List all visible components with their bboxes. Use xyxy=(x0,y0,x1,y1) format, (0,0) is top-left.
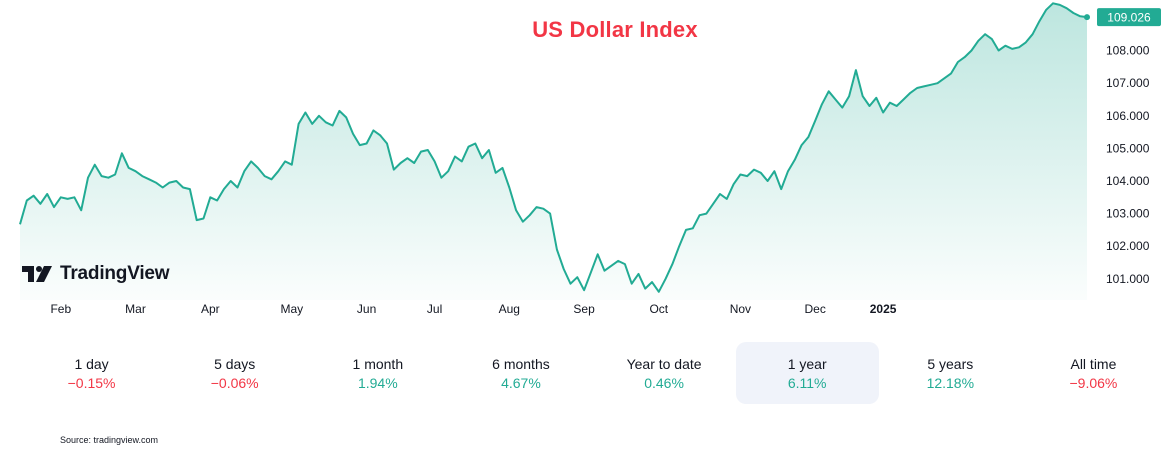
x-tick-label: Sep xyxy=(573,302,595,316)
last-price-dot xyxy=(1084,14,1090,21)
period-tab-all-time[interactable]: All time −9.06% xyxy=(1022,342,1165,404)
price-line xyxy=(19,2,1088,293)
period-label: 5 days xyxy=(214,355,256,372)
x-tick-label: Oct xyxy=(649,302,668,316)
period-label: Year to date xyxy=(626,355,702,372)
x-tick-label: 2025 xyxy=(870,302,897,316)
tradingview-logo-icon xyxy=(22,266,52,282)
period-tab-1-day[interactable]: 1 day −0.15% xyxy=(20,342,163,404)
y-tick-label: 101.000 xyxy=(1106,272,1150,286)
period-label: All time xyxy=(1070,355,1117,372)
period-change: 12.18% xyxy=(926,374,975,391)
source-note: Source: tradingview.com xyxy=(60,435,159,445)
period-tab-5-days[interactable]: 5 days −0.06% xyxy=(163,342,306,404)
period-tabs: 1 day −0.15% 5 days −0.06% 1 month 1.94% 6 mon… xyxy=(20,342,1165,404)
x-tick-label: Jul xyxy=(427,302,442,316)
y-tick-label: 108.000 xyxy=(1106,44,1150,58)
period-label: 1 day xyxy=(74,355,109,372)
chart-title: US Dollar Index xyxy=(532,17,698,42)
period-change: 1.94% xyxy=(357,374,398,391)
last-price-label: 109.026 xyxy=(1107,11,1151,25)
y-tick-label: 106.000 xyxy=(1106,109,1150,123)
tradingview-logo: TradingView xyxy=(22,262,170,286)
period-change: 0.46% xyxy=(644,374,684,391)
y-tick-label: 102.000 xyxy=(1106,239,1150,253)
period-label: 1 month xyxy=(352,355,404,372)
y-tick-label: 104.000 xyxy=(1106,174,1150,188)
y-tick-label: 103.000 xyxy=(1106,207,1150,221)
period-change: −0.06% xyxy=(210,374,259,391)
x-tick-label: May xyxy=(280,302,303,316)
period-label: 6 months xyxy=(492,355,550,372)
period-change: 6.11% xyxy=(787,374,827,391)
x-axis: Feb Mar Apr May Jun Jul Aug Sep Oct Nov Dec 2025 xyxy=(50,302,896,316)
period-tab-5-years[interactable]: 5 years 12.18% xyxy=(879,342,1022,404)
x-tick-label: Nov xyxy=(730,302,751,316)
y-tick-label: 107.000 xyxy=(1106,76,1150,90)
brand-name: TradingView xyxy=(60,263,170,284)
period-tab-year-to-date[interactable]: Year to date 0.46% xyxy=(593,342,736,404)
period-label: 5 years xyxy=(927,355,974,372)
last-price-badge xyxy=(1097,8,1161,27)
x-tick-label: Apr xyxy=(201,302,220,316)
period-change: −9.06% xyxy=(1069,374,1118,391)
price-chart[interactable]: 101.000 102.000 103.000 104.000 105.000 106.0… xyxy=(0,0,1174,330)
period-change: 4.67% xyxy=(501,374,541,391)
period-change: −0.15% xyxy=(67,374,116,391)
period-tab-1-month[interactable]: 1 month 1.94% xyxy=(306,342,449,404)
x-tick-label: Feb xyxy=(50,302,71,316)
x-tick-label: Aug xyxy=(499,302,520,316)
x-tick-label: Jun xyxy=(357,302,376,316)
x-tick-label: Mar xyxy=(125,302,146,316)
y-tick-label: 105.000 xyxy=(1106,141,1150,155)
price-area-fill xyxy=(20,3,1087,301)
x-tick-label: Dec xyxy=(805,302,826,316)
period-tab-6-months[interactable]: 6 months 4.67% xyxy=(449,342,592,404)
y-axis: 101.000 102.000 103.000 104.000 105.000 106.0… xyxy=(1106,44,1150,286)
period-tab-1-year[interactable]: 1 year 6.11% xyxy=(735,342,879,404)
period-label: 1 year xyxy=(787,355,827,372)
